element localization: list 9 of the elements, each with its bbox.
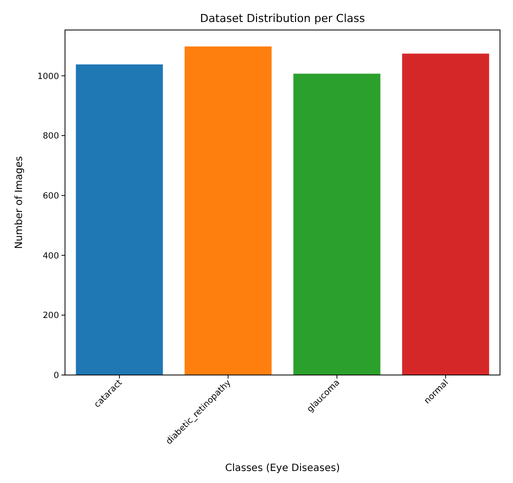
y-tick-label: 1000 [37,72,59,82]
x-axis-title: Classes (Eye Diseases) [225,463,340,474]
y-axis-title: Number of Images [14,156,25,249]
y-tick-label: 400 [42,251,59,262]
y-tick-label: 800 [42,132,59,142]
chart-title: Dataset Distribution per Class [200,12,366,25]
y-tick-label: 600 [42,191,59,202]
y-tick-label: 0 [54,370,59,381]
y-tick-label: 200 [42,311,59,322]
